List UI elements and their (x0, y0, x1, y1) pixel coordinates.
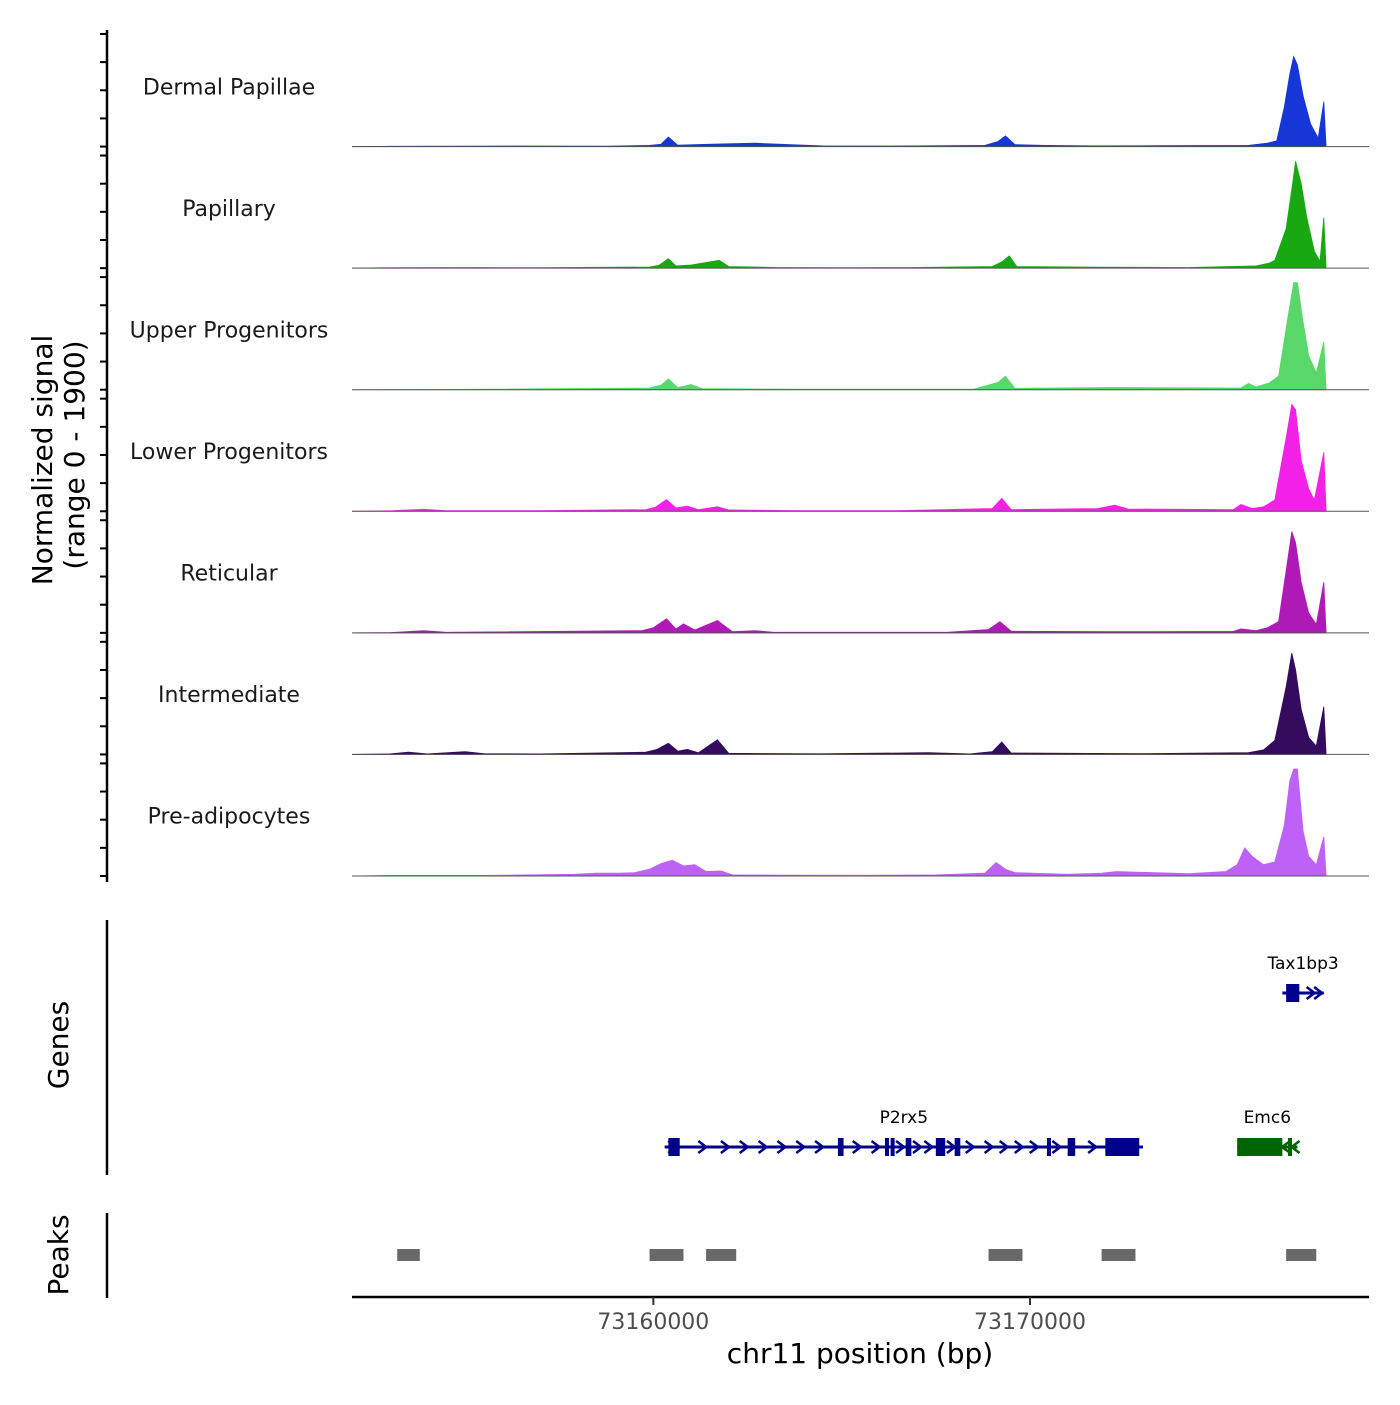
coverage-tracks: Dermal Papillae Papillary Upper Progenitor… (130, 55, 1369, 877)
peak (988, 1249, 1023, 1261)
x-tick-label: 73160000 (597, 1310, 709, 1335)
gene-exon (890, 1138, 895, 1156)
gene-label: Tax1bp3 (1266, 954, 1338, 974)
gene-annotation-track: Tax1bp3 P2rx5 Emc6 (664, 954, 1339, 1156)
gene-emc6: Emc6 (1237, 1108, 1301, 1156)
strand-arrow-icon (814, 1140, 826, 1154)
signal-axis-title: Normalized signal (range 0 - 1900) (26, 335, 91, 586)
track-label-upper-progenitors: Upper Progenitors (130, 318, 329, 343)
strand-arrow-icon (964, 1140, 976, 1154)
coverage-area-intermediate (351, 653, 1327, 755)
strand-arrow-icon (697, 1140, 709, 1154)
signal-axis-title-line1: Normalized signal (26, 335, 59, 586)
strand-arrow-icon (923, 1140, 935, 1154)
gene-exon (668, 1138, 680, 1156)
strand-arrow-icon (912, 1140, 924, 1154)
genes-axis-title: Genes (42, 1001, 75, 1089)
strand-arrow-icon (738, 1140, 750, 1154)
strand-arrow-icon (1013, 1140, 1025, 1154)
strand-arrow-icon (1305, 986, 1317, 1000)
peaks-axis-title: Peaks (42, 1214, 75, 1295)
coverage-area-dermal-papillae (351, 55, 1327, 147)
peak (1101, 1249, 1136, 1261)
strand-arrow-icon (851, 1140, 863, 1154)
gene-p2rx5: P2rx5 (664, 1108, 1143, 1156)
coverage-area-reticular (351, 531, 1327, 634)
track-intermediate: Intermediate (158, 653, 1369, 755)
coverage-area-lower-progenitors (351, 403, 1327, 512)
peak (397, 1249, 420, 1261)
strand-arrow-icon (946, 1140, 957, 1154)
gene-exon (1105, 1138, 1140, 1156)
gene-exon (1237, 1138, 1283, 1156)
strand-arrow-icon (1029, 1140, 1040, 1154)
track-dermal-papillae: Dermal Papillae (143, 55, 1369, 148)
strand-arrow-icon (1051, 1140, 1063, 1154)
x-axis-ticks: 73160000 73170000 (597, 1297, 1086, 1335)
track-papillary: Papillary (182, 161, 1369, 269)
strand-arrow-icon (1087, 1140, 1099, 1154)
strand-arrow-icon (1313, 986, 1325, 1000)
peak-track (397, 1249, 1317, 1261)
track-lower-progenitors: Lower Progenitors (130, 403, 1369, 512)
peak (706, 1249, 737, 1261)
x-tick-label: 73170000 (974, 1310, 1086, 1335)
gene-exon (1286, 984, 1300, 1002)
strand-arrow-icon (983, 1140, 995, 1154)
signal-axis-title-line2: (range 0 - 1900) (58, 340, 91, 569)
gene-exon (905, 1138, 912, 1156)
track-label-papillary: Papillary (182, 197, 276, 222)
track-reticular: Reticular (180, 531, 1369, 634)
gene-tax1bp3: Tax1bp3 (1266, 954, 1339, 1002)
track-label-dermal-papillae: Dermal Papillae (143, 75, 315, 100)
track-pre-adipocytes: Pre-adipocytes (148, 768, 1369, 877)
gene-exon (1046, 1138, 1051, 1156)
coverage-area-papillary (351, 161, 1327, 269)
strand-arrow-icon (870, 1140, 882, 1154)
strand-arrow-icon (667, 1140, 679, 1154)
gene-exon (837, 1138, 844, 1156)
peak (649, 1249, 684, 1261)
gene-exon (884, 1138, 889, 1156)
gene-label: Emc6 (1244, 1108, 1291, 1128)
strand-arrow-icon (1289, 1140, 1301, 1154)
gene-exon (935, 1138, 946, 1156)
gene-label: P2rx5 (880, 1108, 928, 1128)
track-label-intermediate: Intermediate (158, 683, 300, 708)
track-label-lower-progenitors: Lower Progenitors (130, 440, 328, 465)
x-axis-title: chr11 position (bp) (727, 1337, 993, 1370)
gene-exon (954, 1138, 961, 1156)
coverage-area-upper-progenitors (351, 282, 1327, 391)
coverage-area-pre-adipocytes (351, 768, 1327, 877)
strand-arrow-icon (795, 1140, 807, 1154)
strand-arrow-icon (998, 1140, 1010, 1154)
strand-arrow-icon (895, 1140, 907, 1154)
strand-arrow-icon (776, 1140, 788, 1154)
track-label-pre-adipocytes: Pre-adipocytes (148, 805, 311, 830)
peak (1286, 1249, 1317, 1261)
track-upper-progenitors: Upper Progenitors (130, 282, 1369, 391)
signal-y-ticks (100, 32, 107, 877)
strand-arrow-icon (720, 1140, 731, 1154)
track-label-reticular: Reticular (180, 562, 278, 587)
gene-exon (1067, 1138, 1076, 1156)
strand-arrow-icon (757, 1140, 769, 1154)
strand-arrow-icon (1280, 1140, 1291, 1154)
